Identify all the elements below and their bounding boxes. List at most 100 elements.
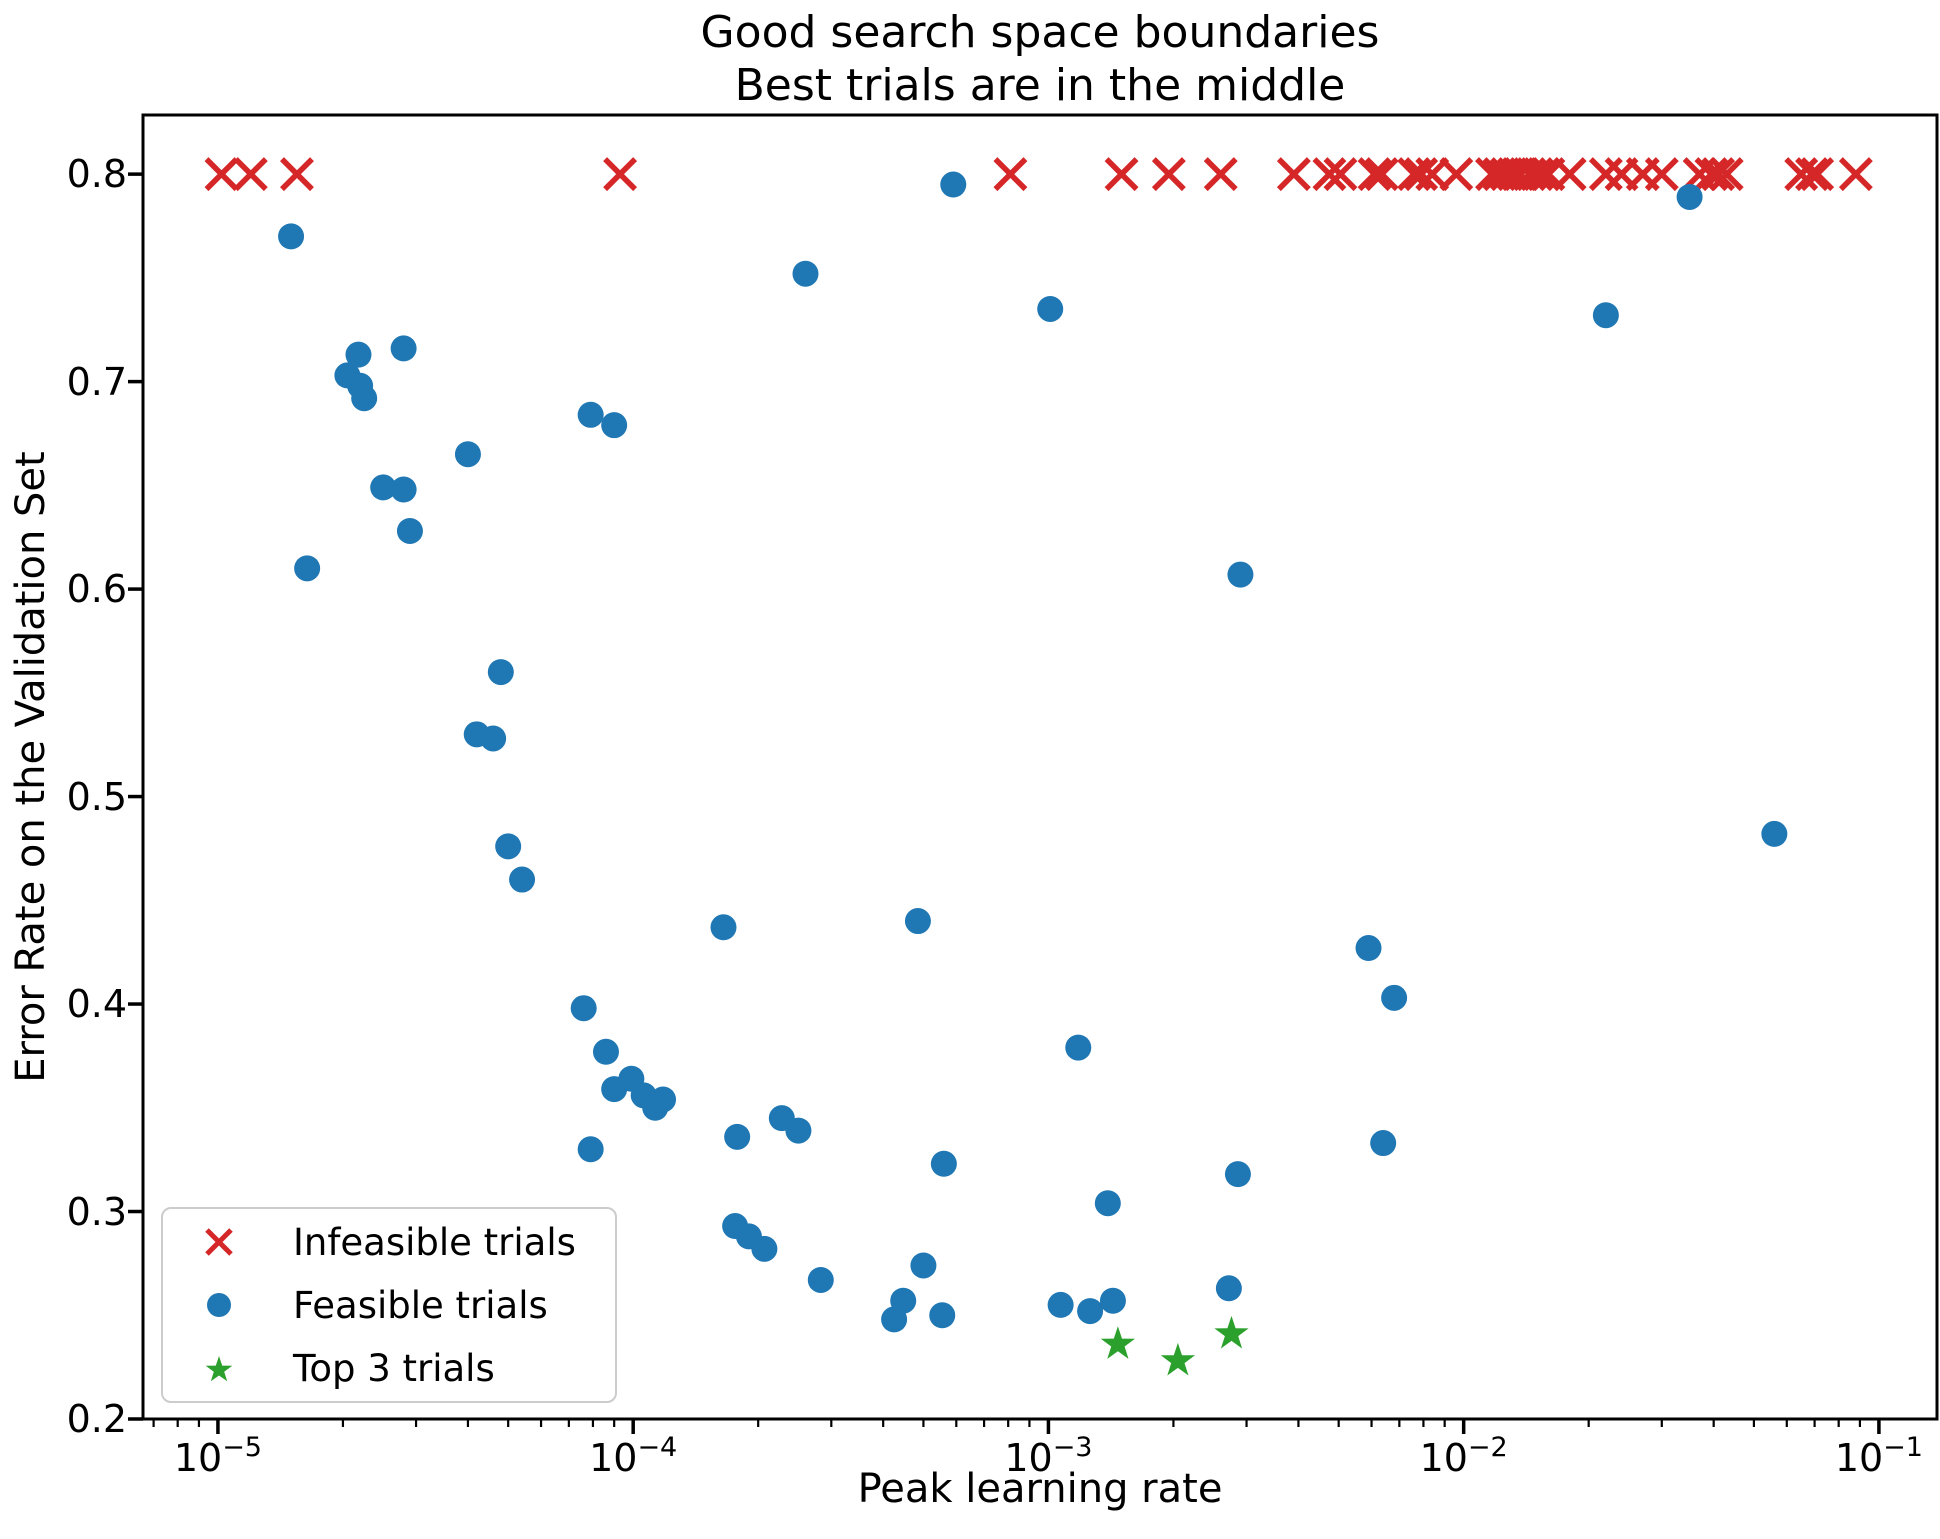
x-tick-label: 10−3 — [1004, 1432, 1093, 1480]
chart-title-line1: Good search space boundaries — [700, 7, 1380, 58]
legend-item-infeasible: Infeasible trials — [163, 1212, 615, 1272]
infeasible-marker-x — [1694, 157, 1729, 192]
legend: Infeasible trials Feasible trials Top 3 … — [161, 1207, 617, 1403]
feasible-marker-dot — [940, 171, 967, 198]
feasible-marker-dot — [1761, 820, 1788, 847]
feasible-marker-dot — [592, 1038, 619, 1065]
feasible-marker-dot — [278, 223, 305, 250]
y-tick-label: 0.8 — [66, 152, 127, 197]
feasible-marker-dot — [487, 659, 514, 686]
feasible-marker-dot — [1370, 1130, 1397, 1157]
chart-title: Good search space boundaries Best trials… — [143, 6, 1937, 112]
feasible-marker-dot — [570, 995, 597, 1022]
y-tick-label: 0.2 — [66, 1397, 127, 1441]
x-tick-label: 10−2 — [1419, 1432, 1508, 1480]
infeasible-marker-x — [1701, 157, 1736, 192]
infeasible-marker-x — [1364, 157, 1399, 192]
infeasible-marker-x — [1312, 157, 1347, 192]
feasible-marker-dot — [1227, 561, 1254, 588]
feasible-marker-dot — [454, 441, 481, 468]
feasible-marker-dot — [1592, 302, 1619, 329]
feasible-marker-dot — [929, 1302, 956, 1329]
infeasible-marker-x — [1203, 157, 1238, 192]
infeasible-marker-x — [1104, 157, 1139, 192]
feasible-marker-dot — [345, 341, 372, 368]
infeasible-marker-x — [1552, 157, 1587, 192]
circle-marker-icon — [191, 1283, 247, 1327]
x-axis-label: Peak learning rate — [857, 1466, 1223, 1512]
infeasible-marker-x — [1838, 157, 1873, 192]
feasible-marker-dot — [1065, 1034, 1092, 1061]
x-tick-label: 10−1 — [1834, 1432, 1923, 1480]
feasible-marker-dot — [370, 474, 397, 501]
y-tick-label: 0.6 — [66, 567, 127, 612]
y-tick-label: 0.5 — [66, 774, 127, 819]
feasible-marker-dot — [792, 260, 819, 287]
infeasible-marker-x — [1588, 157, 1623, 192]
infeasible-marker-x — [1709, 157, 1744, 192]
feasible-marker-dot — [930, 1150, 957, 1177]
legend-label-top3: Top 3 trials — [293, 1346, 495, 1390]
feasible-marker-dot — [390, 335, 417, 362]
infeasible-marker-x — [1795, 157, 1829, 192]
feasible-marker-dot — [650, 1086, 677, 1113]
top3-marker-star — [1214, 1315, 1249, 1349]
feasible-marker-dot — [1676, 183, 1703, 210]
legend-label-infeasible: Infeasible trials — [293, 1220, 576, 1264]
feasible-marker-dot — [1099, 1287, 1126, 1314]
feasible-marker-dot — [1047, 1291, 1074, 1318]
top3-marker-star — [1160, 1342, 1195, 1376]
feasible-marker-dot — [724, 1123, 751, 1150]
feasible-marker-dot — [710, 914, 737, 941]
infeasible-marker-x — [1519, 157, 1554, 192]
x-tick-label: 10−4 — [589, 1432, 678, 1480]
feasible-marker-dot — [480, 725, 507, 752]
infeasible-marker-x — [1439, 157, 1474, 192]
feasible-marker-dot — [1077, 1298, 1104, 1325]
feasible-marker-dot — [601, 412, 628, 439]
infeasible-marker-x — [233, 157, 268, 192]
infeasible-marker-x — [1323, 157, 1358, 192]
legend-item-top3: Top 3 trials — [163, 1338, 615, 1398]
chart-title-line2: Best trials are in the middle — [734, 60, 1346, 111]
legend-item-feasible: Feasible trials — [163, 1275, 615, 1335]
y-tick-label: 0.4 — [66, 982, 127, 1027]
feasible-marker-dot — [751, 1235, 778, 1262]
feasible-marker-dot — [390, 476, 417, 503]
infeasible-marker-x — [1800, 157, 1835, 192]
feasible-marker-dot — [351, 385, 378, 412]
infeasible-marker-x — [280, 157, 314, 192]
infeasible-marker-x — [1276, 157, 1311, 192]
infeasible-marker-x — [603, 157, 638, 192]
star-marker-icon — [191, 1346, 247, 1390]
feasible-marker-dot — [1094, 1190, 1121, 1217]
feasible-marker-dot — [1355, 935, 1382, 962]
feasible-marker-dot — [1215, 1275, 1242, 1302]
feasible-marker-dot — [1381, 984, 1408, 1011]
infeasible-marker-x — [1526, 157, 1561, 192]
infeasible-marker-x — [1415, 157, 1450, 192]
feasible-marker-dot — [785, 1117, 812, 1144]
y-tick-label: 0.7 — [66, 359, 127, 404]
infeasible-marker-x — [1784, 157, 1819, 192]
top3-marker-star — [1100, 1326, 1135, 1359]
infeasible-marker-x — [993, 157, 1028, 192]
feasible-marker-dot — [396, 517, 423, 544]
feasible-marker-dot — [1224, 1161, 1251, 1188]
infeasible-marker-x — [1151, 157, 1186, 192]
feasible-marker-dot — [577, 1136, 604, 1163]
feasible-marker-dot — [1037, 295, 1064, 322]
feasible-marker-dot — [495, 833, 522, 860]
y-tick-label: 0.3 — [66, 1189, 127, 1234]
feasible-marker-dot — [807, 1266, 834, 1293]
feasible-marker-dot — [910, 1252, 937, 1279]
feasible-marker-dot — [294, 555, 321, 582]
infeasible-marker-x — [1404, 157, 1439, 192]
feasible-marker-dot — [890, 1287, 917, 1314]
infeasible-marker-x — [204, 157, 239, 192]
x-tick-label: 10−5 — [173, 1432, 262, 1480]
x-marker-icon — [191, 1220, 247, 1264]
infeasible-marker-x — [1644, 157, 1679, 192]
